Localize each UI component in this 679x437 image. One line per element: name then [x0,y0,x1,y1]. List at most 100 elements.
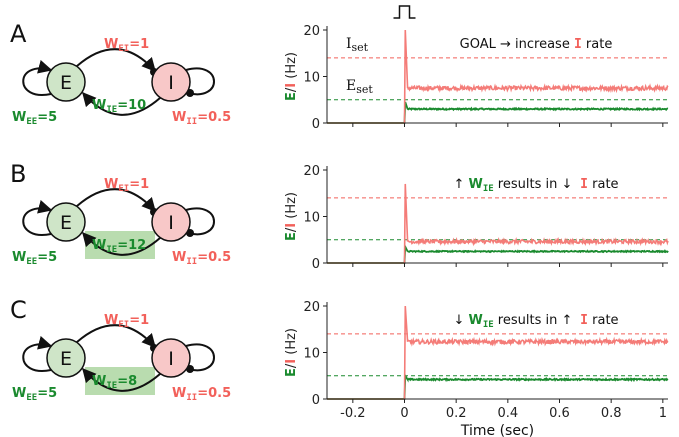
annotation-suffix: rate [588,177,619,192]
x-tick-label: -0.2 [340,406,365,421]
x-tick-label: 1 [659,406,667,421]
e-node [46,202,86,242]
x-tick-label: 0 [400,406,408,421]
e-set-label: Eset [346,78,373,96]
e-set-label-sub: set [356,83,373,96]
i-set-label: Iset [346,36,369,54]
y-axis-label: E/I (Hz) [284,52,299,101]
annotation-i-letter: I [574,37,582,52]
w-ei-label-symbol: W [104,313,118,328]
series-e-trace [327,243,669,264]
panel-label: B [10,160,26,188]
e-node-label: E [60,348,72,370]
chart-annotation: ↓ WIE results in ↑ I rate [453,313,618,330]
panel-label: A [10,20,27,48]
w-ie-label: WIE=12 [92,238,146,255]
y-axis-label-e: E [284,368,299,377]
w-ei-label: WEI=1 [104,313,149,330]
w-ee-label-value: 5 [48,250,57,265]
w-ie-label-value: 8 [128,374,137,389]
w-ii-label-equals: = [197,250,208,265]
i-set-label-main: I [346,36,352,52]
w-ii-label-subscript: II [186,117,197,127]
w-ii-label-symbol: W [172,250,186,265]
annotation-prefix: ↓ [453,313,468,328]
y-tick-label: 0 [312,393,320,408]
e-to-i-arrow [76,324,156,349]
i-node [151,202,191,242]
y-axis-label-unit: (Hz) [284,192,299,223]
w-ii-label-subscript: II [186,393,197,403]
y-axis-label-slash: / [284,363,299,368]
w-ie-label-symbol: W [92,374,106,389]
i-to-e-arrow [82,367,161,392]
w-ee-label-equals: = [37,250,48,265]
w-ie-label-subscript: IE [106,245,117,255]
annotation-wie: W [468,177,482,192]
annotation-wie: W [468,313,482,328]
i-to-e-arrow [82,231,161,256]
annotation-wie-sub: IE [483,320,494,330]
series-i-trace [327,183,669,264]
w-ii-label: WII=0.5 [172,250,231,267]
w-ii-label-symbol: W [172,386,186,401]
e-self-loop [22,199,53,237]
i-node [151,62,191,102]
w-ei-label-symbol: W [104,37,118,52]
w-ii-label: WII=0.5 [172,386,231,403]
w-ee-label-equals: = [37,386,48,401]
w-ee-label-symbol: W [12,386,26,401]
w-ie-label-symbol: W [92,238,106,253]
w-ie-label-equals: = [117,238,128,253]
y-axis-label-unit: (Hz) [284,328,299,359]
w-ee-label-symbol: W [12,110,26,125]
annotation-suffix: rate [582,37,613,52]
w-ie-label-value: 10 [128,98,146,113]
y-tick-label: 20 [303,164,320,179]
w-ie-label: WIE=8 [92,374,137,391]
x-tick-label: 0.8 [601,406,622,421]
i-set-label-sub: set [352,41,369,54]
w-ei-label-equals: = [129,313,140,328]
annotation-i-letter: I [572,313,588,328]
y-tick-label: 10 [303,211,320,226]
x-tick-label: 0.2 [446,406,467,421]
series-e-trace [327,372,669,400]
e-node-label: E [60,212,72,234]
e-self-loop [22,335,53,373]
w-ei-label-symbol: W [104,177,118,192]
w-ei-label-equals: = [129,37,140,52]
w-ii-label-symbol: W [172,110,186,125]
y-axis-label-slash: / [284,87,299,92]
i-node-label: I [168,72,174,94]
y-axis-label-i: I [284,83,299,88]
w-ee-label-equals: = [37,110,48,125]
w-ei-label: WEI=1 [104,177,149,194]
y-axis-label-i: I [284,223,299,228]
i-node-label: I [168,212,174,234]
e-node [46,62,86,102]
i-self-loop [185,207,215,236]
x-axis-label: Time (sec) [460,423,534,437]
x-tick-label: 0.4 [497,406,518,421]
w-ei-label-subscript: EI [118,184,129,194]
w-ei-label-value: 1 [140,313,149,328]
i-self-loop [185,343,215,372]
y-tick-label: 0 [312,257,320,272]
w-ee-label-value: 5 [48,386,57,401]
series-i-trace [327,29,669,124]
w-ee-label: WEE=5 [12,110,57,127]
y-tick-label: 0 [312,117,320,132]
w-ie-label: WIE=10 [92,98,146,115]
annotation-mid: results in ↑ [494,313,573,328]
annotation-i-letter: I [572,177,588,192]
w-ii-label-value: 0.5 [208,250,231,265]
w-ee-label: WEE=5 [12,386,57,403]
